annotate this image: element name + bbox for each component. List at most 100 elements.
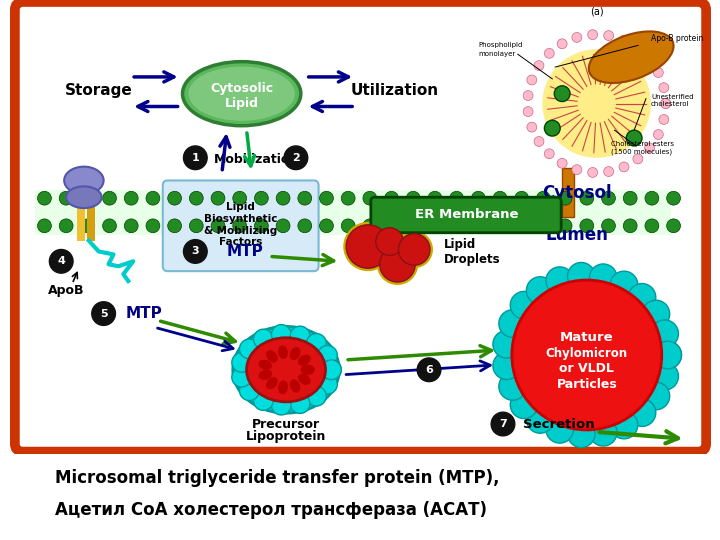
Circle shape	[512, 280, 662, 430]
Circle shape	[253, 329, 273, 349]
Circle shape	[276, 191, 290, 205]
Circle shape	[377, 244, 418, 285]
Ellipse shape	[233, 326, 339, 413]
Circle shape	[603, 166, 613, 177]
Circle shape	[91, 302, 115, 326]
Circle shape	[395, 231, 433, 268]
Circle shape	[232, 353, 251, 372]
Circle shape	[276, 219, 290, 233]
Circle shape	[661, 99, 670, 109]
Circle shape	[450, 191, 464, 205]
Bar	[562, 167, 574, 217]
Circle shape	[499, 373, 526, 400]
Circle shape	[642, 300, 670, 328]
Text: Microsomal triglyceride transfer protein (MTP),: Microsomal triglyceride transfer protein…	[55, 469, 500, 487]
Circle shape	[271, 395, 291, 415]
Circle shape	[624, 219, 637, 233]
Ellipse shape	[66, 186, 102, 208]
Circle shape	[406, 191, 420, 205]
Ellipse shape	[258, 370, 272, 380]
Circle shape	[406, 219, 420, 233]
Circle shape	[567, 262, 595, 290]
Text: Particles: Particles	[557, 378, 617, 391]
Circle shape	[603, 31, 613, 40]
Circle shape	[343, 222, 392, 271]
Ellipse shape	[247, 338, 325, 402]
Text: 6: 6	[425, 365, 433, 375]
Ellipse shape	[289, 379, 300, 393]
Text: Lipoprotein: Lipoprotein	[246, 430, 326, 443]
Circle shape	[428, 191, 442, 205]
Ellipse shape	[278, 346, 288, 359]
Bar	[35, 190, 670, 235]
Circle shape	[523, 91, 533, 100]
Circle shape	[626, 130, 642, 146]
Text: Lumen: Lumen	[546, 226, 608, 244]
Circle shape	[493, 219, 507, 233]
Ellipse shape	[298, 355, 311, 366]
Circle shape	[341, 219, 355, 233]
Ellipse shape	[289, 347, 300, 360]
Circle shape	[651, 320, 678, 348]
Circle shape	[37, 191, 51, 205]
Circle shape	[659, 114, 669, 124]
Text: Cholesterol esters: Cholesterol esters	[611, 141, 675, 147]
Ellipse shape	[589, 31, 673, 83]
Circle shape	[619, 162, 629, 172]
Circle shape	[544, 120, 560, 136]
Circle shape	[536, 191, 550, 205]
Circle shape	[417, 358, 441, 382]
Circle shape	[254, 191, 269, 205]
Circle shape	[146, 219, 160, 233]
Circle shape	[526, 406, 554, 433]
Circle shape	[602, 191, 616, 205]
Circle shape	[240, 339, 259, 359]
Circle shape	[610, 411, 638, 439]
Circle shape	[384, 191, 398, 205]
Circle shape	[558, 191, 572, 205]
Text: Apo-B protein: Apo-B protein	[651, 35, 703, 43]
Circle shape	[624, 191, 637, 205]
Circle shape	[667, 191, 680, 205]
Circle shape	[376, 228, 403, 255]
Circle shape	[125, 219, 138, 233]
Circle shape	[654, 341, 681, 369]
Circle shape	[211, 191, 225, 205]
Circle shape	[254, 219, 269, 233]
Circle shape	[544, 149, 554, 159]
Circle shape	[379, 247, 415, 282]
Circle shape	[644, 54, 654, 64]
Text: (a): (a)	[590, 7, 603, 17]
Circle shape	[667, 219, 680, 233]
Circle shape	[146, 191, 160, 205]
Text: ER Membrane: ER Membrane	[415, 208, 518, 221]
Ellipse shape	[301, 365, 315, 375]
Circle shape	[515, 191, 528, 205]
Circle shape	[472, 219, 485, 233]
Text: 1: 1	[192, 153, 199, 163]
FancyBboxPatch shape	[163, 180, 318, 271]
Circle shape	[527, 122, 536, 132]
Circle shape	[37, 219, 51, 233]
Circle shape	[298, 191, 312, 205]
Ellipse shape	[258, 360, 272, 370]
Circle shape	[189, 219, 203, 233]
Circle shape	[290, 326, 310, 346]
Circle shape	[59, 219, 73, 233]
Circle shape	[580, 191, 594, 205]
Circle shape	[567, 420, 595, 448]
Circle shape	[580, 219, 594, 233]
Ellipse shape	[301, 365, 315, 375]
Circle shape	[526, 276, 554, 305]
Circle shape	[536, 219, 550, 233]
FancyBboxPatch shape	[15, 2, 706, 451]
Circle shape	[341, 191, 355, 205]
Text: Mobilization: Mobilization	[214, 153, 299, 166]
Circle shape	[633, 43, 643, 53]
Text: Lipid: Lipid	[225, 97, 258, 110]
Text: MTP: MTP	[227, 244, 264, 259]
Circle shape	[318, 346, 338, 365]
Circle shape	[644, 143, 654, 153]
Circle shape	[290, 394, 310, 414]
Text: monolayer: monolayer	[478, 51, 516, 57]
